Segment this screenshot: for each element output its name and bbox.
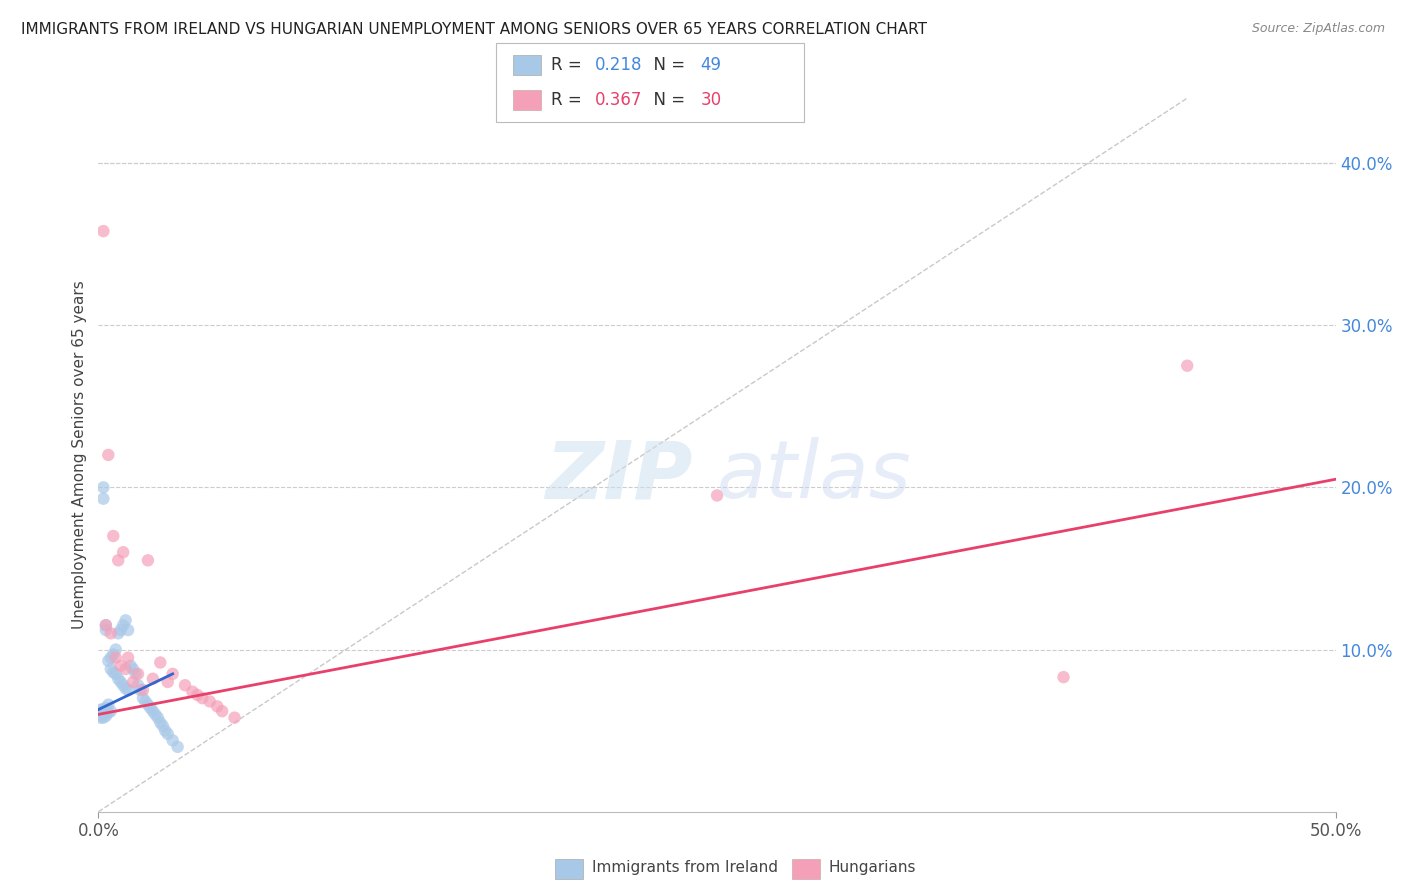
Point [136, 698, 159, 712]
Point [94, 618, 117, 632]
Point [90, 711, 112, 725]
Point [107, 672, 129, 686]
Point [224, 711, 246, 725]
Point [120, 658, 142, 673]
Point [156, 675, 179, 690]
Point [162, 733, 184, 747]
Point [134, 694, 156, 708]
Point [114, 613, 136, 627]
Point [155, 723, 177, 738]
Point [100, 704, 122, 718]
Point [706, 488, 728, 502]
Point [97, 698, 120, 712]
Text: Source: ZipAtlas.com: Source: ZipAtlas.com [1251, 22, 1385, 36]
Point [139, 701, 162, 715]
Point [103, 529, 125, 543]
Point [93, 711, 115, 725]
Point [205, 699, 228, 714]
Point [112, 678, 135, 692]
Point [112, 618, 135, 632]
Point [94, 623, 117, 637]
Point [97, 654, 120, 668]
Point [94, 701, 117, 715]
Point [94, 618, 117, 632]
Point [186, 688, 208, 702]
Text: N =: N = [643, 91, 690, 109]
Point [104, 642, 127, 657]
Point [127, 666, 149, 681]
Point [110, 675, 132, 690]
Point [97, 706, 120, 720]
Point [97, 448, 120, 462]
Point [132, 683, 155, 698]
Text: 0.218: 0.218 [595, 56, 643, 74]
Point [174, 678, 197, 692]
Point [93, 491, 115, 506]
Point [112, 545, 135, 559]
Text: 0.367: 0.367 [595, 91, 643, 109]
Point [198, 694, 221, 708]
Point [122, 675, 145, 690]
Point [124, 666, 146, 681]
Text: 30: 30 [700, 91, 721, 109]
Text: R =: R = [551, 91, 588, 109]
Point [104, 650, 127, 665]
Point [117, 650, 139, 665]
Point [211, 704, 233, 718]
Point [142, 672, 165, 686]
Point [90, 702, 112, 716]
Point [162, 666, 184, 681]
Point [129, 683, 152, 698]
Point [166, 739, 188, 754]
Point [114, 681, 136, 696]
Point [181, 684, 204, 698]
Point [149, 715, 172, 730]
Point [117, 683, 139, 698]
Point [94, 709, 117, 723]
Point [114, 662, 136, 676]
Point [100, 626, 122, 640]
Point [103, 665, 125, 680]
Point [104, 666, 127, 681]
Point [100, 650, 122, 665]
Point [122, 662, 145, 676]
Point [100, 662, 122, 676]
Text: Hungarians: Hungarians [828, 861, 915, 875]
Point [143, 707, 166, 722]
Text: atlas: atlas [717, 437, 912, 516]
Text: ZIP: ZIP [546, 437, 692, 516]
Point [1052, 670, 1074, 684]
Text: 49: 49 [700, 56, 721, 74]
Point [110, 623, 132, 637]
Point [107, 553, 129, 567]
Text: Immigrants from Ireland: Immigrants from Ireland [592, 861, 778, 875]
Text: IMMIGRANTS FROM IRELAND VS HUNGARIAN UNEMPLOYMENT AMONG SENIORS OVER 65 YEARS CO: IMMIGRANTS FROM IRELAND VS HUNGARIAN UNE… [21, 22, 927, 37]
Point [93, 702, 115, 716]
Text: R =: R = [551, 56, 588, 74]
Point [142, 704, 165, 718]
Point [90, 707, 112, 722]
Point [156, 727, 179, 741]
Point [110, 658, 132, 673]
Text: N =: N = [643, 56, 690, 74]
Point [1175, 359, 1198, 373]
Point [132, 691, 155, 706]
Point [93, 224, 115, 238]
Y-axis label: Unemployment Among Seniors over 65 years: Unemployment Among Seniors over 65 years [72, 281, 87, 629]
Point [93, 480, 115, 494]
Point [152, 719, 174, 733]
Point [191, 691, 214, 706]
Point [149, 656, 172, 670]
Point [117, 623, 139, 637]
Point [127, 678, 149, 692]
Point [107, 626, 129, 640]
Point [146, 711, 169, 725]
Point [136, 553, 159, 567]
Point [103, 648, 125, 662]
